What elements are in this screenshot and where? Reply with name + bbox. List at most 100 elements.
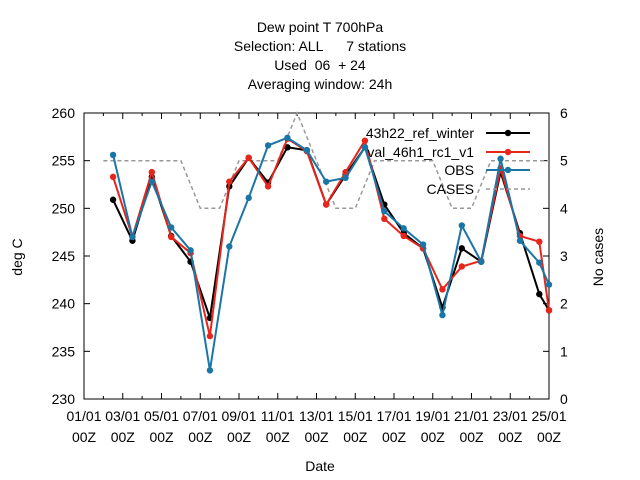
data-series — [103, 111, 553, 374]
data-point — [264, 183, 272, 190]
data-point — [148, 168, 156, 176]
x-tick-label: 19/01 — [415, 408, 450, 424]
y-tick-label: 250 — [52, 200, 76, 216]
data-point — [419, 241, 427, 248]
data-point — [206, 332, 214, 340]
x-tick-label-time: 00Z — [537, 429, 562, 445]
data-point — [245, 194, 252, 202]
data-point — [264, 142, 272, 149]
title-line-3: Used 06 + 24 — [274, 57, 366, 73]
data-point — [545, 281, 553, 288]
legend-label: CASES — [427, 181, 474, 197]
data-point — [361, 137, 369, 144]
data-point — [167, 233, 175, 241]
x-tick-label: 25/01 — [531, 408, 566, 424]
x-tick-label-time: 00Z — [421, 429, 446, 445]
data-point — [381, 207, 388, 215]
data-point — [109, 196, 117, 203]
x-tick-label: 21/01 — [454, 408, 489, 424]
legend-marker — [504, 129, 512, 137]
data-point — [129, 233, 136, 241]
data-point — [536, 238, 543, 245]
data-point — [167, 224, 175, 231]
legend-label: 43h22_ref_winter — [366, 125, 475, 141]
x-tick-label: 15/01 — [338, 408, 373, 424]
data-point — [206, 367, 214, 374]
x-tick-label-time: 00Z — [382, 429, 407, 445]
y-tick-label: 230 — [52, 391, 76, 407]
series-line-3 — [103, 111, 549, 210]
x-tick-label: 03/01 — [105, 408, 140, 424]
data-point — [516, 237, 524, 244]
data-point — [109, 173, 117, 181]
y2-tick-label: 4 — [560, 200, 568, 216]
x-tick-label: 13/01 — [299, 408, 334, 424]
data-point — [361, 144, 369, 151]
plot-area: 230 235 240 245 250 255 260 0 1 2 3 4 5 6 01/01 00Z 03/0… — [52, 105, 568, 445]
y-tick-label: 240 — [52, 296, 76, 312]
y2-tick-label: 0 — [560, 391, 568, 407]
data-point — [477, 258, 485, 265]
x-tick-label-time: 00Z — [266, 429, 291, 445]
data-point — [536, 290, 543, 298]
data-point — [381, 215, 388, 223]
data-point — [322, 178, 330, 185]
y-axis-label: deg C — [9, 238, 25, 275]
y-tick-label: 260 — [52, 105, 76, 121]
x-tick-label-time: 00Z — [304, 429, 329, 445]
x-tick-label: 07/01 — [183, 408, 218, 424]
x-tick-label: 17/01 — [376, 408, 411, 424]
data-point — [226, 243, 233, 250]
y-tick-label: 235 — [52, 343, 76, 359]
x-tick-label-time: 00Z — [343, 429, 368, 445]
title-line-1: Dew point T 700hPa — [257, 19, 384, 35]
data-point — [284, 144, 291, 151]
legend-label: OBS — [444, 162, 474, 178]
data-point — [458, 263, 466, 270]
data-point — [148, 178, 156, 185]
data-point — [226, 178, 233, 185]
y2-tick-label: 6 — [560, 105, 568, 121]
data-point — [400, 225, 407, 232]
x-tick-label-time: 00Z — [188, 429, 213, 445]
y2-tick-label: 5 — [560, 153, 568, 169]
data-point — [322, 201, 330, 208]
x-tick-label-time: 00Z — [227, 429, 252, 445]
data-point — [284, 134, 291, 141]
data-point — [245, 154, 252, 162]
x-tick-label-time: 00Z — [72, 429, 97, 445]
data-point — [458, 222, 466, 229]
data-point — [187, 247, 194, 254]
y2-tick-label: 2 — [560, 296, 568, 312]
y2-tick-label: 1 — [560, 343, 568, 359]
data-point — [439, 311, 446, 319]
data-point — [439, 286, 446, 293]
series-line-2 — [112, 136, 550, 371]
data-point — [536, 259, 543, 266]
x-tick-label: 01/01 — [66, 408, 101, 424]
legend-label: val_46h1_rc1_v1 — [367, 144, 474, 160]
legend-marker — [504, 166, 512, 174]
y-tick-label: 255 — [52, 153, 76, 169]
y2-tick-label: 3 — [560, 248, 568, 264]
legend: 43h22_ref_winter val_46h1_rc1_v1 OBS CASES — [366, 125, 530, 197]
data-point — [342, 174, 349, 182]
title-line-2: Selection: ALL 7 stations — [234, 38, 406, 54]
data-point — [400, 232, 407, 240]
y2-axis-label: No cases — [590, 228, 606, 286]
y-tick-label: 245 — [52, 248, 76, 264]
data-point — [109, 151, 117, 159]
x-axis-label: Date — [305, 458, 335, 474]
x-tick-label-time: 00Z — [498, 429, 523, 445]
x-tick-label-time: 00Z — [459, 429, 484, 445]
data-point — [497, 155, 504, 162]
x-tick-label: 23/01 — [493, 408, 528, 424]
data-point — [545, 307, 553, 314]
data-point — [303, 146, 311, 154]
x-tick-label-time: 00Z — [149, 429, 174, 445]
data-point — [458, 245, 466, 252]
chart-title: Dew point T 700hPa Selection: ALL 7 stat… — [234, 19, 406, 92]
x-tick-label: 09/01 — [221, 408, 256, 424]
x-tick-label: 11/01 — [261, 408, 295, 424]
